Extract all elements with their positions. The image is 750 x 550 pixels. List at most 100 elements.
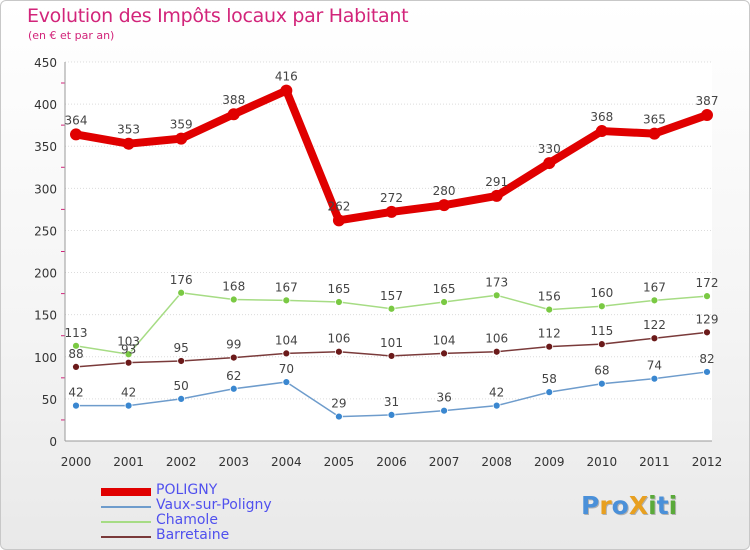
data-label: 42 <box>489 386 504 400</box>
y-tick-label: 50 <box>42 393 57 407</box>
data-label: 387 <box>696 94 719 108</box>
data-label: 365 <box>643 113 666 127</box>
data-label: 74 <box>647 359 662 373</box>
data-label: 364 <box>65 113 88 127</box>
data-label: 388 <box>222 93 245 107</box>
data-label: 272 <box>380 191 403 205</box>
data-point <box>282 296 291 305</box>
legend-label: Barretaine <box>156 527 230 543</box>
data-label: 106 <box>485 332 508 346</box>
data-label: 291 <box>485 175 508 189</box>
x-tick-label: 2008 <box>481 455 512 469</box>
legend-label: POLIGNY <box>156 482 218 498</box>
data-point <box>72 341 80 350</box>
data-label: 330 <box>538 142 561 156</box>
data-point <box>648 127 661 140</box>
data-point <box>70 128 82 141</box>
data-point <box>650 296 659 305</box>
data-label: 95 <box>174 341 189 355</box>
x-tick-label: 2004 <box>271 455 302 469</box>
y-tick-label: 0 <box>49 435 57 449</box>
y-tick-label: 300 <box>34 182 57 196</box>
data-label: 165 <box>433 282 456 296</box>
data-label: 62 <box>226 369 241 383</box>
data-point <box>597 379 606 388</box>
x-tick-label: 2012 <box>692 455 723 469</box>
data-point <box>335 298 343 306</box>
data-point <box>701 109 713 122</box>
data-point <box>545 305 554 314</box>
data-point <box>229 384 238 393</box>
data-point <box>387 304 396 313</box>
data-point <box>545 342 554 351</box>
data-label: 106 <box>327 332 350 346</box>
data-label: 368 <box>590 110 613 124</box>
data-label: 113 <box>65 326 88 340</box>
proxiti-logo: ProXiti <box>581 491 677 520</box>
data-point <box>387 410 396 419</box>
x-tick-label: 2010 <box>587 455 618 469</box>
data-label: 157 <box>380 289 403 303</box>
y-tick-label: 250 <box>34 224 57 238</box>
data-point <box>229 353 238 362</box>
data-label: 416 <box>275 70 298 84</box>
data-label: 68 <box>594 364 609 378</box>
data-point <box>543 157 556 170</box>
legend-swatch <box>101 506 151 508</box>
data-label: 280 <box>433 184 456 198</box>
y-tick-label: 350 <box>34 140 57 154</box>
data-point <box>280 84 293 97</box>
data-label: 165 <box>327 282 350 296</box>
data-point <box>492 401 501 410</box>
data-point <box>332 214 345 227</box>
legend-label: Chamole <box>156 512 218 528</box>
line-chart: 0 50 100 150 200 250 300 350 400 450 2000 2001 2002 2… <box>34 56 723 469</box>
logo-letter: P <box>581 491 600 520</box>
data-point <box>703 328 711 337</box>
data-point <box>124 350 133 359</box>
data-label: 101 <box>380 336 403 350</box>
data-label: 167 <box>275 280 298 294</box>
data-point <box>387 352 396 360</box>
data-label: 176 <box>170 273 193 287</box>
data-label: 50 <box>174 379 189 393</box>
x-tick-label: 2001 <box>113 455 144 469</box>
data-label: 353 <box>117 123 140 137</box>
data-point <box>175 132 188 145</box>
data-label: 262 <box>327 199 350 213</box>
data-point <box>440 349 448 358</box>
data-label: 31 <box>384 395 399 409</box>
data-label: 104 <box>433 333 456 347</box>
data-point <box>440 406 448 415</box>
data-point <box>227 108 240 121</box>
chart-subtitle: (en € et par an) <box>28 29 115 42</box>
data-point <box>597 302 606 311</box>
data-label: 122 <box>643 318 666 332</box>
data-point <box>177 357 186 365</box>
data-point <box>335 412 343 421</box>
legend-swatch <box>101 521 151 523</box>
y-tick-label: 200 <box>34 267 57 281</box>
logo-letter: t <box>656 491 669 520</box>
x-tick-label: 2002 <box>166 455 197 469</box>
data-label: 36 <box>436 391 451 405</box>
data-point <box>438 199 451 212</box>
x-tick-label: 2009 <box>534 455 565 469</box>
data-point <box>282 349 291 358</box>
data-point <box>492 347 501 356</box>
logo-letter: o <box>611 491 629 520</box>
data-label: 70 <box>279 362 294 376</box>
data-point <box>650 334 659 343</box>
data-point <box>72 401 80 410</box>
data-point <box>490 189 503 202</box>
x-tick-label: 2000 <box>61 455 92 469</box>
x-tick-label: 2005 <box>324 455 355 469</box>
data-label: 112 <box>538 327 561 341</box>
data-label: 42 <box>68 386 83 400</box>
data-point <box>703 292 711 301</box>
data-point <box>124 401 133 410</box>
legend-swatch <box>101 488 151 496</box>
data-label: 129 <box>696 312 719 326</box>
data-label: 172 <box>696 276 719 290</box>
data-label: 160 <box>590 286 613 300</box>
